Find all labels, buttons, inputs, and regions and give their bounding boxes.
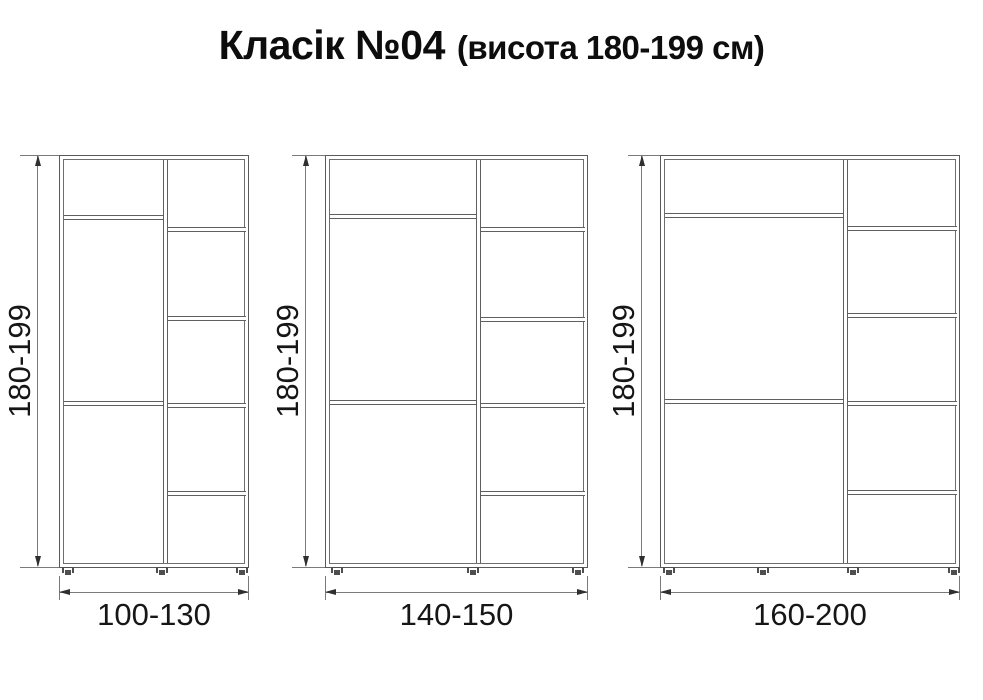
height-dimension-label: 180-199 — [2, 304, 37, 418]
height-extension-bottom — [292, 567, 326, 568]
cabinet-foot — [757, 567, 769, 575]
width-dimension-label: 160-200 — [753, 597, 867, 632]
shelf — [481, 491, 585, 496]
shelf — [168, 316, 246, 321]
height-extension-bottom — [20, 567, 59, 568]
shelf — [168, 227, 246, 232]
shelf — [481, 227, 585, 232]
cabinet-foot — [62, 567, 74, 575]
width-extension-left — [660, 576, 661, 600]
title-main: Класік №04 — [218, 22, 446, 68]
shelf — [848, 226, 957, 231]
width-extension-left — [325, 576, 326, 600]
shelf — [848, 490, 957, 495]
width-extension-right — [587, 576, 588, 600]
cabinet-divider — [163, 160, 168, 563]
height-dimension-line — [639, 155, 645, 567]
width-dimension-label: 140-150 — [399, 597, 514, 632]
height-dimension-label: 180-199 — [270, 304, 305, 418]
width-dimension-line — [325, 589, 588, 595]
shelf — [665, 399, 843, 404]
shelf — [481, 403, 585, 408]
cabinet-outline — [325, 155, 588, 575]
page-title: Класік №04 (висота 180-199 см) — [0, 22, 983, 69]
shelf — [330, 214, 476, 219]
cabinet-outline — [660, 155, 960, 575]
cabinet-foot — [847, 567, 859, 575]
width-extension-right — [248, 576, 249, 600]
cabinet-foot — [572, 567, 584, 575]
cabinet-foot — [948, 567, 960, 575]
title-sub: (висота 180-199 см) — [456, 29, 765, 66]
cabinet-inner-frame — [664, 159, 956, 564]
height-extension-bottom — [628, 567, 661, 568]
shelf — [168, 403, 246, 408]
height-extension-top — [20, 155, 59, 156]
height-extension-top — [292, 155, 326, 156]
cabinet-foot — [467, 567, 479, 575]
shelf — [848, 313, 957, 318]
cabinet-inner-frame — [63, 159, 245, 564]
shelf — [665, 213, 843, 218]
cabinet-foot — [156, 567, 168, 575]
shelf — [64, 401, 163, 406]
cabinet-foot — [236, 567, 248, 575]
shelf — [168, 491, 246, 496]
cabinet-divider — [476, 160, 481, 563]
cabinet-inner-frame — [329, 159, 584, 564]
width-dimension-line — [59, 589, 249, 595]
shelf — [64, 215, 163, 220]
cabinet-foot — [331, 567, 343, 575]
cabinet-outline — [59, 155, 249, 575]
width-extension-left — [59, 576, 60, 600]
shelf — [481, 317, 585, 322]
height-dimension-label: 180-199 — [606, 304, 641, 418]
height-extension-top — [628, 155, 661, 156]
shelf — [330, 400, 476, 405]
height-dimension-line — [303, 155, 309, 567]
cabinet-divider — [843, 160, 848, 563]
width-dimension-line — [660, 589, 960, 595]
height-dimension-line — [35, 155, 41, 567]
width-extension-right — [959, 576, 960, 600]
cabinet-foot — [663, 567, 675, 575]
width-dimension-label: 100-130 — [97, 597, 211, 632]
shelf — [848, 401, 957, 406]
